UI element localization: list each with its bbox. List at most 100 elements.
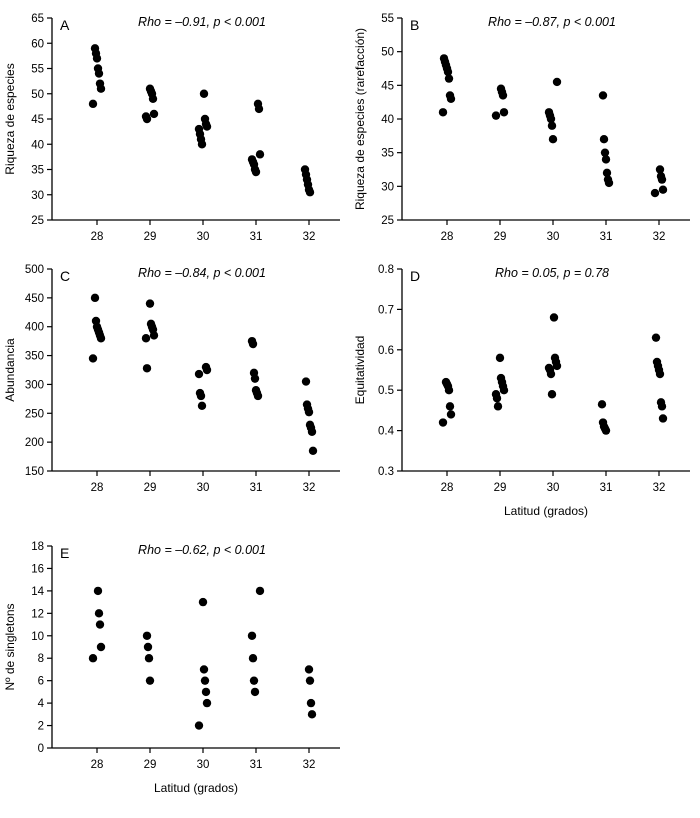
- y-tick-label: 45: [381, 80, 394, 92]
- data-point: [141, 334, 151, 343]
- panel-b: 25 30 35 40 45 50 55 28 29 30 31 32 B Rho = –0.87, p …: [350, 6, 700, 257]
- correlation-annotation: Rho = –0.62, p < 0.001: [138, 543, 266, 557]
- data-point: [544, 108, 554, 117]
- data-point: [255, 150, 265, 159]
- y-tick-label: 35: [381, 148, 394, 160]
- data-point: [199, 665, 209, 674]
- y-tick-label: 0.4: [378, 426, 395, 438]
- data-point: [146, 319, 156, 329]
- data-point: [601, 155, 611, 164]
- data-point: [302, 400, 312, 409]
- data-point: [439, 54, 449, 63]
- data-point: [602, 168, 612, 178]
- data-point: [88, 99, 98, 109]
- data-point: [304, 665, 314, 674]
- panel-b-svg: 25 30 35 40 45 50 55 28 29 30 31 32 B Rho = –0.87, p …: [353, 13, 690, 243]
- y-tick-label: 25: [381, 215, 394, 227]
- data-point: [658, 414, 668, 423]
- y-tick-label: 30: [381, 181, 394, 193]
- data-point: [88, 654, 98, 663]
- data-point: [656, 398, 666, 407]
- y-tick-label: 150: [25, 466, 44, 478]
- x-tick-label: 30: [547, 231, 560, 243]
- x-axis-title: Latitud (grados): [504, 504, 588, 518]
- data-point: [496, 373, 506, 383]
- data-point: [496, 84, 506, 93]
- data-point: [202, 698, 212, 708]
- data-point: [548, 135, 558, 144]
- correlation-annotation: Rho = –0.84, p < 0.001: [138, 266, 266, 280]
- data-point: [656, 172, 666, 181]
- x-tick-label: 31: [600, 231, 613, 243]
- y-axis-title: Nº de singletons: [3, 603, 17, 690]
- correlation-annotation: Rho = –0.87, p < 0.001: [488, 15, 616, 29]
- data-point: [308, 446, 318, 455]
- x-tick-label: 28: [91, 231, 104, 243]
- y-tick-label: 55: [381, 13, 394, 25]
- data-point: [652, 357, 662, 367]
- x-tick-label: 31: [250, 482, 263, 494]
- data-point: [438, 108, 448, 117]
- y-tick-label: 0.6: [378, 345, 394, 357]
- data-point: [253, 99, 263, 109]
- y-tick-label: 0.3: [378, 466, 394, 478]
- panel-letter: E: [60, 545, 69, 561]
- y-axis-title: Riqueza de especies: [3, 63, 17, 174]
- x-tick-label: 32: [303, 231, 316, 243]
- data-point: [142, 631, 152, 640]
- x-tick-label: 32: [303, 482, 316, 494]
- x-tick-label: 29: [144, 759, 157, 771]
- data-point: [144, 654, 154, 663]
- correlation-annotation: Rho = –0.91, p < 0.001: [138, 15, 266, 29]
- y-tick-label: 40: [31, 139, 44, 151]
- data-point: [603, 175, 613, 184]
- y-tick-label: 35: [31, 165, 44, 177]
- y-tick-label: 0: [38, 743, 44, 755]
- data-point: [499, 108, 509, 117]
- data-point: [142, 364, 152, 373]
- panel-e: 0 2 4 6 8 10 12 14 16 18 28 29 30 31 32 E Rho = –0.62, p…: [0, 534, 350, 811]
- data-point: [143, 642, 153, 652]
- x-tick-label: 31: [600, 482, 613, 494]
- y-tick-label: 50: [31, 89, 44, 101]
- data-point: [544, 363, 554, 373]
- y-tick-label: 10: [31, 631, 44, 643]
- data-point: [91, 316, 101, 326]
- y-tick-label: 40: [381, 114, 394, 126]
- data-point: [249, 676, 259, 685]
- data-point: [88, 354, 98, 363]
- y-axis-title: Equitatividad: [353, 336, 367, 405]
- y-tick-label: 50: [381, 47, 394, 59]
- data-point: [194, 721, 204, 730]
- x-tick-label: 32: [653, 231, 666, 243]
- data-point: [141, 112, 151, 121]
- x-tick-label: 29: [494, 231, 507, 243]
- data-point: [493, 402, 503, 411]
- panel-d: 0.3 0.4 0.5 0.6 0.7 0.8 28 29 30 31 32 D Rho = 0.05,…: [350, 257, 700, 534]
- data-point: [199, 89, 209, 98]
- y-tick-label: 12: [31, 608, 44, 620]
- x-tick-label: 30: [197, 231, 210, 243]
- y-axis-title: Riqueza de especies (rarefacción): [353, 28, 367, 210]
- y-tick-label: 0.8: [378, 264, 394, 276]
- correlation-annotation: Rho = 0.05, p = 0.78: [495, 266, 609, 280]
- y-tick-label: 18: [31, 541, 44, 553]
- data-point: [306, 698, 316, 708]
- data-point: [145, 299, 155, 308]
- data-point: [658, 185, 668, 194]
- y-tick-label: 300: [25, 379, 44, 391]
- x-tick-label: 28: [441, 231, 454, 243]
- data-point: [93, 586, 103, 596]
- data-point: [655, 165, 665, 174]
- data-point: [441, 377, 451, 387]
- panel-e-svg: 0 2 4 6 8 10 12 14 16 18 28 29 30 31 32 E Rho = –0.62, p…: [3, 541, 340, 795]
- y-tick-label: 400: [25, 322, 44, 334]
- y-tick-label: 500: [25, 264, 44, 276]
- data-point: [95, 79, 105, 88]
- data-point: [95, 620, 105, 629]
- panel-letter: B: [410, 17, 419, 33]
- x-tick-label: 31: [250, 759, 263, 771]
- panel-c-svg: 150 200 250 300 350 400 450 500 28 29 30 31 32 C Rho =…: [3, 264, 340, 494]
- y-tick-label: 0.5: [378, 385, 394, 397]
